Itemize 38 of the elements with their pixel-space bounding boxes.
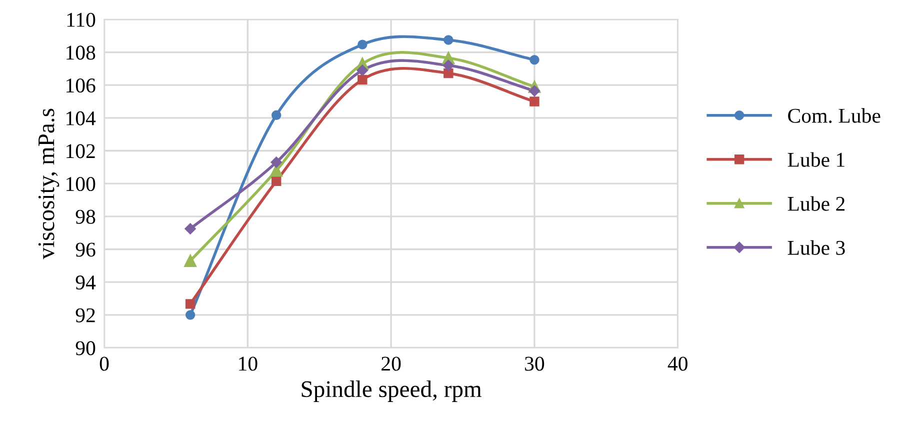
y-axis-title: viscosity, mPa.s	[38, 108, 60, 260]
y-tick-label: 90	[76, 341, 96, 356]
point	[185, 310, 196, 320]
point	[358, 74, 368, 85]
x-tick-label: 40	[668, 356, 688, 371]
y-tick-label: 94	[76, 276, 96, 290]
point	[442, 60, 454, 72]
point	[185, 299, 196, 309]
point	[358, 40, 368, 50]
y-tick-label: 100	[66, 176, 96, 192]
x-tick-label: 20	[382, 356, 401, 371]
y-tick-label: 104	[66, 111, 96, 126]
point	[184, 223, 196, 234]
x-tick-label: 10	[239, 356, 258, 371]
point	[530, 54, 540, 65]
point	[444, 68, 454, 78]
point	[270, 156, 282, 168]
legend-label: Lube 1	[788, 152, 844, 167]
point	[184, 254, 197, 268]
y-tick-label: 110	[67, 12, 96, 27]
point	[271, 110, 282, 120]
point	[530, 96, 540, 106]
point	[444, 35, 454, 45]
x-tick-label: 30	[525, 356, 544, 371]
y-tick-label: 106	[66, 78, 96, 93]
y-tick-label: 98	[76, 210, 96, 224]
point	[528, 85, 540, 96]
y-tick-label: 102	[66, 144, 95, 158]
y-tick-label: 96	[76, 242, 96, 257]
point	[356, 64, 368, 76]
legend-label: Lube 3	[788, 240, 845, 255]
x-tick-label: 0	[100, 356, 109, 371]
x-axis-title: Spindle speed, rpm	[302, 380, 482, 402]
legend-label: Com. Lube	[788, 108, 880, 123]
y-tick-label: 92	[76, 308, 95, 322]
legend-label: Lube 2	[788, 196, 845, 211]
y-tick-label: 108	[66, 46, 96, 60]
point	[271, 176, 282, 186]
